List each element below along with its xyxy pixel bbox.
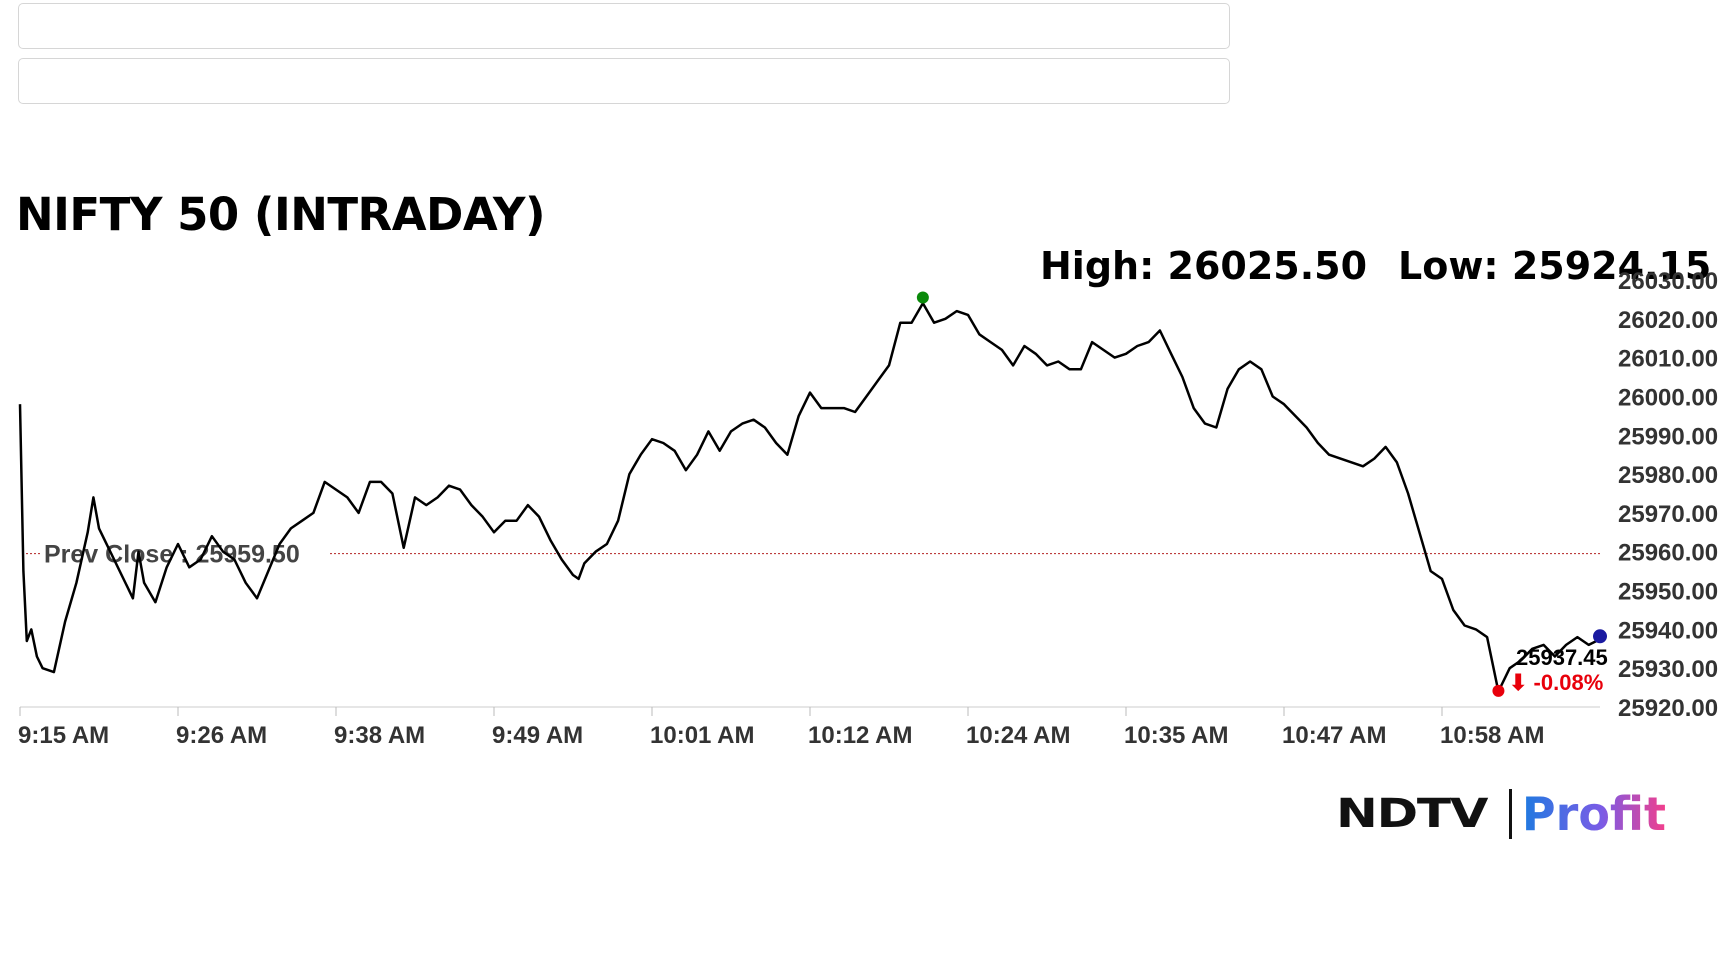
y-tick-label: 26000.00	[1618, 384, 1718, 411]
y-tick-label: 25930.00	[1618, 656, 1718, 683]
prev-close-label-bg	[40, 533, 328, 568]
y-tick-label: 25980.00	[1618, 462, 1718, 489]
high-stat: High: 26025.50	[1040, 244, 1368, 288]
y-tick-label: 26010.00	[1618, 346, 1718, 373]
y-tick-label: 25990.00	[1618, 423, 1718, 450]
chart-title: NIFTY 50 (INTRADAY)	[16, 188, 546, 241]
x-tick-label: 9:15 AM	[18, 722, 109, 749]
x-tick-label: 9:26 AM	[176, 722, 267, 749]
y-tick-label: 25960.00	[1618, 540, 1718, 567]
x-tick-label: 10:35 AM	[1124, 722, 1228, 749]
y-tick-label: 25920.00	[1618, 695, 1718, 722]
y-tick-label: 26030.00	[1618, 268, 1718, 295]
search-input[interactable]	[18, 3, 1230, 49]
y-tick-label: 26020.00	[1618, 307, 1718, 334]
series-line	[18, 302, 1601, 693]
x-tick-label: 10:47 AM	[1282, 722, 1386, 749]
x-tick-label: 10:58 AM	[1440, 722, 1544, 749]
x-tick-label: 9:38 AM	[334, 722, 425, 749]
logo-divider	[1508, 789, 1512, 839]
x-tick-label: 10:12 AM	[808, 722, 912, 749]
low-marker	[1492, 684, 1505, 697]
last-value-label: 25937.45	[1516, 645, 1608, 670]
y-tick-label: 25940.00	[1618, 617, 1718, 644]
high-marker	[916, 291, 929, 304]
low-stat: Low: 25924.15	[1398, 244, 1712, 288]
filter-input[interactable]	[18, 58, 1230, 104]
change-label: ⬇ -0.08%	[1509, 670, 1603, 695]
x-tick-label: 10:01 AM	[650, 722, 754, 749]
x-tick-label: 9:49 AM	[492, 722, 583, 749]
y-tick-label: 25950.00	[1618, 579, 1718, 606]
last-marker	[1593, 629, 1607, 644]
x-tick-label: 10:24 AM	[966, 722, 1070, 749]
logo-ndtv: NDTV	[1336, 791, 1488, 837]
y-tick-label: 25970.00	[1618, 501, 1718, 528]
logo-profit: Profit	[1521, 787, 1667, 841]
brand-logo: NDTV Profit	[1336, 786, 1666, 842]
